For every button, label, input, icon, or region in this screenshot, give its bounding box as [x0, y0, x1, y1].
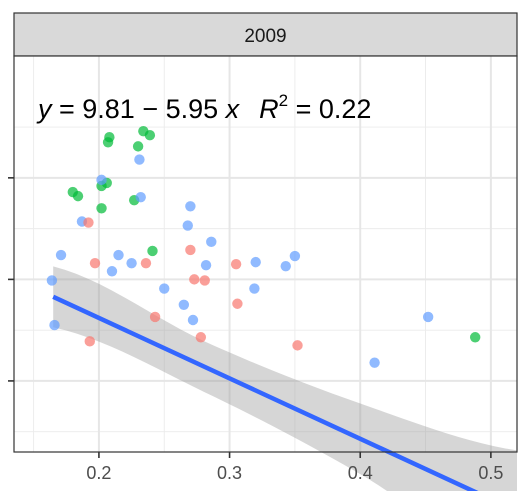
data-point	[200, 259, 212, 271]
data-point	[147, 245, 158, 257]
panel-border	[13, 55, 518, 453]
data-point	[96, 203, 107, 214]
data-point	[185, 244, 196, 256]
data-point	[140, 257, 152, 269]
plot-panel	[14, 56, 517, 452]
equation-r-exponent: 2	[279, 91, 288, 110]
data-point	[232, 298, 243, 309]
regression-equation: y = 9.81 − 5.95 x R2 = 0.22	[36, 91, 371, 124]
x-tick-label: 0.3	[217, 463, 242, 483]
regression-line	[52, 294, 479, 491]
data-point	[230, 258, 242, 270]
data-point	[113, 249, 124, 261]
x-tick-label: 0.2	[86, 463, 111, 483]
data-point	[422, 311, 434, 323]
axis-ticks	[8, 177, 492, 458]
data-point	[135, 191, 146, 203]
data-point	[159, 283, 170, 294]
data-point	[187, 314, 199, 326]
data-point	[199, 275, 210, 286]
data-point	[96, 174, 107, 186]
data-point	[104, 132, 115, 143]
x-tick-label: 0.5	[478, 463, 503, 483]
data-point	[280, 260, 291, 272]
equation-y: y	[36, 94, 53, 124]
data-point	[249, 283, 260, 294]
data-point	[289, 250, 301, 262]
data-point	[72, 190, 84, 202]
data-point	[369, 357, 380, 368]
equation-r2-value: = 0.22	[288, 94, 371, 124]
data-point	[182, 220, 193, 231]
x-axis-labels: 0.2 0.3 0.4 0.5	[86, 463, 503, 483]
data-point	[144, 130, 156, 141]
data-point	[250, 256, 261, 268]
data-point	[149, 311, 161, 323]
data-point	[132, 141, 144, 152]
data-point	[195, 332, 207, 343]
equation-r: R	[259, 94, 279, 124]
data-points	[46, 125, 481, 368]
data-point	[178, 299, 190, 310]
facet-strip	[13, 12, 518, 57]
data-point	[89, 257, 101, 269]
data-point	[46, 275, 58, 286]
data-point	[134, 154, 145, 165]
facet-title: 2009	[244, 26, 286, 47]
data-point	[49, 319, 60, 331]
equation-x: x	[224, 94, 241, 124]
data-point	[292, 340, 303, 351]
data-point	[206, 236, 217, 248]
data-point	[84, 336, 95, 347]
confidence-band	[53, 266, 517, 491]
data-point	[185, 201, 196, 212]
data-point	[55, 249, 67, 261]
x-tick-label: 0.4	[348, 463, 373, 483]
data-point	[126, 257, 137, 269]
equation-body: = 9.81 − 5.95	[52, 94, 226, 124]
data-point	[469, 332, 481, 343]
data-point	[106, 266, 118, 277]
data-point	[83, 217, 94, 228]
data-point	[189, 274, 200, 285]
